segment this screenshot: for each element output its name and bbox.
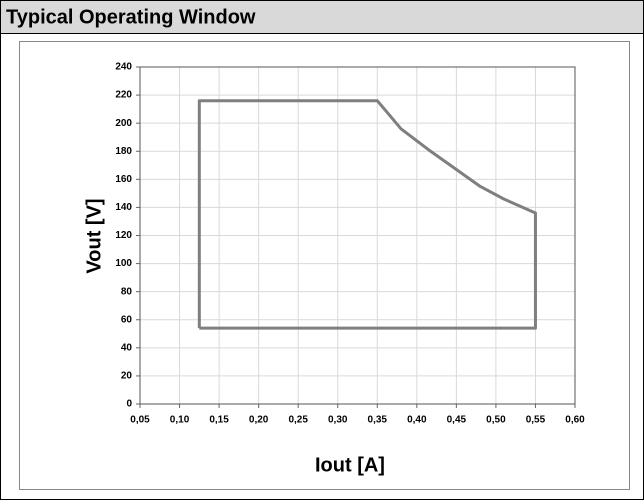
y-tick-label: 100	[115, 258, 132, 269]
y-tick-label: 40	[121, 342, 133, 353]
y-tick-label: 60	[121, 314, 133, 325]
chart-area	[19, 41, 630, 490]
y-tick-label: 240	[115, 62, 132, 73]
x-axis-label: Iout [A]	[315, 454, 385, 476]
x-tick-label: 0,25	[288, 415, 308, 426]
y-tick-label: 200	[115, 118, 132, 129]
x-tick-label: 0,45	[447, 415, 467, 426]
y-axis-label: Vout [V]	[83, 198, 105, 273]
x-tick-label: 0,05	[130, 415, 150, 426]
y-tick-label: 180	[115, 146, 132, 157]
header	[0, 0, 644, 34]
x-tick-label: 0,20	[249, 415, 269, 426]
x-tick-label: 0,15	[209, 415, 229, 426]
x-tick-label: 0,30	[328, 415, 348, 426]
x-tick-label: 0,50	[486, 415, 506, 426]
y-tick-label: 140	[115, 202, 132, 213]
x-tick-label: 0,60	[565, 415, 585, 426]
y-tick-label: 220	[115, 90, 132, 101]
y-tick-label: 20	[121, 371, 133, 382]
y-tick-label: 0	[126, 399, 132, 410]
x-tick-label: 0,10	[170, 415, 190, 426]
x-tick-label: 0,35	[368, 415, 388, 426]
x-tick-label: 0,55	[526, 415, 546, 426]
y-tick-label: 160	[115, 174, 132, 185]
y-tick-label: 80	[121, 286, 133, 297]
y-tick-label: 120	[115, 230, 132, 241]
x-tick-label: 0,40	[407, 415, 427, 426]
plot-area	[139, 66, 576, 405]
chart-title: Typical Operating Window	[6, 6, 256, 28]
line	[197, 99, 537, 330]
